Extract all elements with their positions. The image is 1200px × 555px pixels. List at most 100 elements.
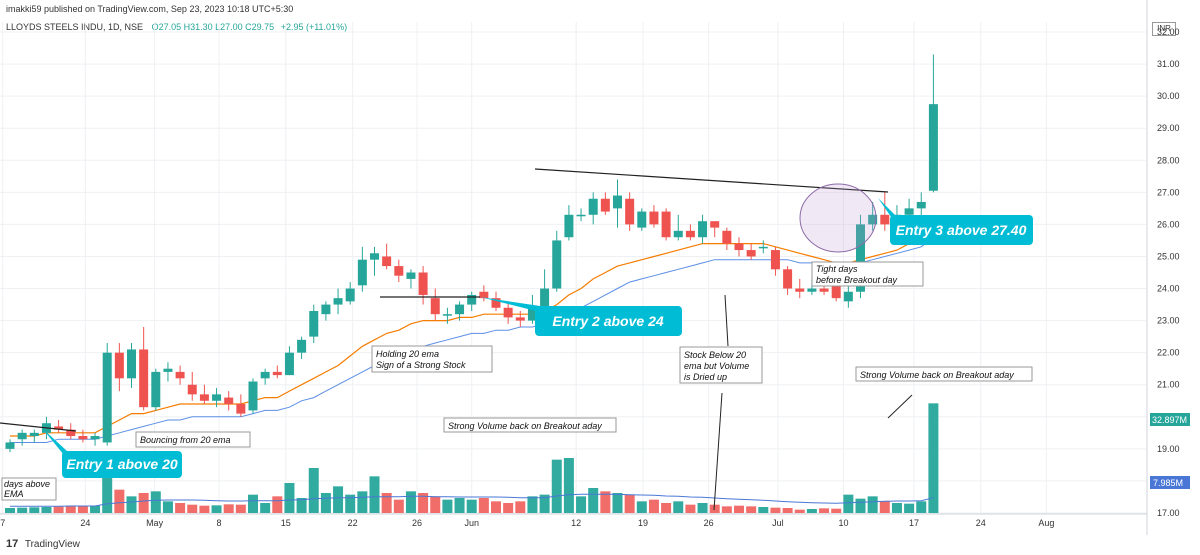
volume-bar <box>248 494 258 513</box>
candle-body <box>576 214 586 217</box>
note-left-1: days above <box>4 479 50 489</box>
candle-body <box>430 298 440 315</box>
candle <box>17 429 27 446</box>
candle <box>795 278 805 299</box>
candle <box>236 394 246 417</box>
candle <box>333 288 343 315</box>
candle <box>175 365 185 385</box>
currency-button[interactable]: INR <box>1152 22 1176 36</box>
candle-body <box>831 285 841 299</box>
price-tick-label: 17.00 <box>1157 508 1180 518</box>
candle-body <box>163 368 173 372</box>
volume-bar <box>928 403 939 513</box>
volume-bar <box>527 496 538 513</box>
candle-body <box>685 230 695 238</box>
candle <box>479 285 489 302</box>
candle-body <box>600 198 610 212</box>
candle <box>199 384 209 404</box>
volume-bar <box>491 501 501 513</box>
candle <box>212 387 222 408</box>
candle <box>564 205 574 241</box>
candle <box>54 420 64 433</box>
time-axis[interactable]: 7 24 May 8 15 22 26 Jun 12 19 26 Jul 10 17 24 Aug <box>0 513 1147 528</box>
price-chart[interactable]: Entry 2 above 24 Entry 3 above 27.40 Ent… <box>0 0 1200 535</box>
candle <box>394 259 404 283</box>
volume-bar <box>260 503 271 513</box>
volume-bar <box>17 507 28 513</box>
callout-entry-2: Entry 2 above 24 <box>480 297 682 336</box>
candle <box>649 205 659 228</box>
volume-bar <box>345 494 356 513</box>
volume-bar <box>794 509 805 513</box>
note-strong-volume-1: Strong Volume back on Breakout aday <box>448 421 602 431</box>
candle <box>248 378 258 414</box>
volume-bar <box>563 458 574 513</box>
candle-body <box>843 291 853 302</box>
price-tick-label: 30.00 <box>1157 91 1180 101</box>
pointer-line-2 <box>724 294 729 347</box>
ema20-line <box>10 227 934 437</box>
candle-body <box>515 317 525 321</box>
candle-body <box>321 304 331 315</box>
volume-bar <box>65 506 76 513</box>
volume-bar <box>284 483 295 513</box>
volume-avg-label: 7.985M <box>1153 478 1183 488</box>
volume-bar <box>272 496 283 513</box>
candle <box>5 439 15 453</box>
time-tick-label: 15 <box>281 518 291 528</box>
publisher-line: imakki59 published on TradingView.com, S… <box>6 4 294 14</box>
candle <box>321 301 331 321</box>
volume-bar <box>29 507 40 513</box>
candle <box>260 368 270 385</box>
volume-bar <box>138 493 149 513</box>
volume-bar <box>685 504 696 513</box>
volume-bar <box>381 493 392 513</box>
volume-bar <box>296 498 307 513</box>
candle <box>783 266 793 295</box>
price-tick-label: 26.00 <box>1157 219 1180 229</box>
candle <box>588 192 598 225</box>
note-tight-2: before Breakout day <box>816 275 898 285</box>
candle <box>770 246 780 276</box>
candle-body <box>309 310 319 337</box>
note-stock-below-2: ema but Volume <box>684 361 749 371</box>
price-axis[interactable]: 32.00 31.00 30.00 29.00 28.00 27.00 26.00 25.00… <box>1146 0 1180 535</box>
volume-badge-avg: 7.985M <box>1150 476 1190 489</box>
candle <box>491 291 501 311</box>
candle <box>637 208 647 231</box>
candle <box>442 307 452 324</box>
volume-bar <box>320 493 331 513</box>
volume-bar <box>515 501 526 513</box>
candle <box>515 310 525 328</box>
candle <box>114 343 124 392</box>
candle <box>467 291 477 311</box>
candle <box>309 304 319 344</box>
volume-bar <box>758 507 769 513</box>
candle <box>418 266 428 305</box>
candle-body <box>284 352 294 376</box>
candle <box>29 429 39 443</box>
candle-body <box>418 272 428 295</box>
candle <box>297 336 307 360</box>
candle-body <box>66 429 76 437</box>
candle-body <box>370 253 379 260</box>
note-bouncing: Bouncing from 20 ema <box>140 435 231 445</box>
candle-body <box>588 198 598 215</box>
ohlc-values: O27.05 H31.30 L27.00 C29.75 <box>151 22 275 32</box>
time-tick-label: Jun <box>464 518 479 528</box>
volume-bar <box>709 504 720 513</box>
volume-badge-max: 32.897M <box>1150 413 1190 426</box>
candle <box>758 240 768 254</box>
candle <box>552 230 562 292</box>
time-tick-label: 19 <box>638 518 648 528</box>
volume-bar <box>746 506 757 513</box>
symbol-name: LLOYDS STEELS INDU, 1D, NSE <box>6 22 144 32</box>
candle-body <box>661 211 671 238</box>
candle <box>187 371 197 401</box>
pointer-line-3 <box>887 394 913 419</box>
candle-body <box>90 436 100 440</box>
volume-bar <box>77 506 88 513</box>
volume-bar <box>624 494 635 513</box>
volume-bar <box>806 509 817 513</box>
candle-body <box>649 211 659 225</box>
